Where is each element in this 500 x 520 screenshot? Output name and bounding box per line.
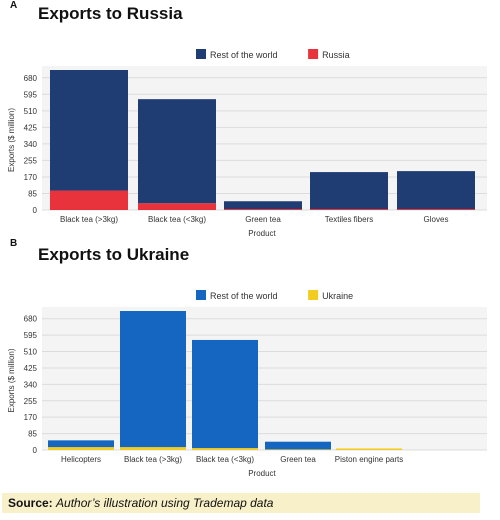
y-tick-label: 170 xyxy=(24,173,38,182)
bar-segment xyxy=(138,99,216,204)
bar-segment xyxy=(192,339,258,449)
y-tick-label: 510 xyxy=(24,348,38,357)
y-tick-label: 0 xyxy=(33,206,38,215)
y-tick-label: 680 xyxy=(24,315,38,324)
plot-background xyxy=(42,307,487,450)
legend-label: Ukraine xyxy=(322,291,353,301)
y-tick-label: 340 xyxy=(24,380,38,389)
y-tick-label: 340 xyxy=(24,140,38,149)
y-tick-label: 85 xyxy=(28,189,37,198)
y-tick-label: 595 xyxy=(24,90,38,99)
source-label: Source: xyxy=(8,496,53,510)
y-tick-label: 255 xyxy=(24,397,38,406)
x-tick-label: Black tea (>3kg) xyxy=(60,215,118,224)
bar-segment xyxy=(336,448,402,450)
y-axis-label: Exports ($ million) xyxy=(7,108,16,172)
x-tick-label: Green tea xyxy=(280,455,316,464)
bar-segment xyxy=(397,209,475,210)
legend-swatch xyxy=(308,290,319,300)
x-axis-label: Product xyxy=(248,229,276,238)
bar-segment xyxy=(265,449,331,450)
y-tick-label: 595 xyxy=(24,331,38,340)
panel-label-b: B xyxy=(10,238,18,249)
ukraine-exports-chart: 0 85 170 255 340 425 510 595 680 Exports ($ milli… xyxy=(7,290,487,478)
y-tick-label: 85 xyxy=(28,430,37,439)
chart-title-ukraine: Exports to Ukraine xyxy=(38,245,190,264)
bar-segment xyxy=(265,441,331,450)
y-tick-label: 680 xyxy=(24,74,38,83)
bar-segment xyxy=(48,440,114,448)
bar-segment xyxy=(397,171,475,210)
source-text: Author’s illustration using Trademap dat… xyxy=(56,496,274,510)
bar-segment xyxy=(48,447,114,450)
y-tick-label: 510 xyxy=(24,107,38,116)
y-tick-label: 170 xyxy=(24,413,38,422)
y-tick-label: 425 xyxy=(24,123,38,132)
x-tick-label: Green tea xyxy=(245,215,281,224)
legend-label: Rest of the world xyxy=(210,291,278,301)
x-tick-label: Helicopters xyxy=(61,455,101,464)
legend-label: Rest of the world xyxy=(210,50,278,60)
bar-segment xyxy=(138,203,216,210)
legend-swatch xyxy=(196,290,206,300)
bar-segment xyxy=(192,448,258,450)
bar-segment xyxy=(50,190,128,210)
legend-swatch xyxy=(196,49,206,59)
y-tick-label: 255 xyxy=(24,156,38,165)
source-note: Source: Author’s illustration using Trad… xyxy=(2,493,480,513)
legend-swatch xyxy=(308,49,319,59)
x-tick-label: Black tea (<3kg) xyxy=(196,455,254,464)
y-axis-label: Exports ($ million) xyxy=(7,348,16,412)
y-tick-label: 425 xyxy=(24,364,38,373)
bar-segment xyxy=(50,70,128,191)
chart-title-russia: Exports to Russia xyxy=(38,4,183,23)
x-axis-label: Product xyxy=(248,469,276,478)
bar-segment xyxy=(224,209,302,210)
bar-segment xyxy=(120,447,186,450)
panel-label-a: A xyxy=(10,0,18,11)
x-tick-label: Textiles fibers xyxy=(325,215,373,224)
bar-segment xyxy=(224,201,302,210)
bar-segment xyxy=(120,311,186,448)
x-tick-label: Black tea (>3kg) xyxy=(124,455,182,464)
x-tick-label: Black tea (<3kg) xyxy=(148,215,206,224)
x-tick-label: Piston engine parts xyxy=(335,455,404,464)
bar-segment xyxy=(310,209,388,210)
bar-segment xyxy=(310,172,388,210)
legend-label: Russia xyxy=(322,50,350,60)
russia-exports-chart: 0 85 170 255 340 425 510 595 680 Exports ($ milli… xyxy=(7,49,487,238)
y-tick-label: 0 xyxy=(33,446,38,455)
x-tick-label: Gloves xyxy=(424,215,449,224)
